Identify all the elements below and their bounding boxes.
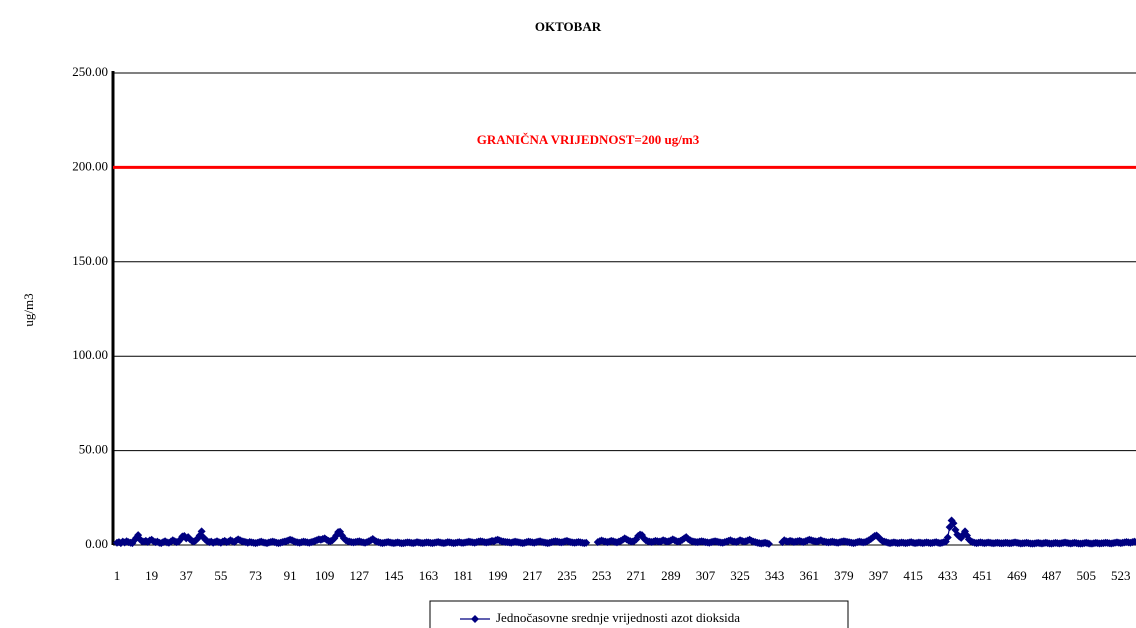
x-tick-label: 217: [523, 568, 543, 583]
point: [949, 519, 958, 528]
point: [1132, 538, 1136, 546]
x-tick-label: 37: [180, 568, 194, 583]
y-tick-label: 200.00: [72, 158, 108, 173]
x-tick-label: 181: [453, 568, 473, 583]
x-tick-label: 91: [284, 568, 297, 583]
x-tick-label: 235: [557, 568, 577, 583]
legend-box: [429, 600, 849, 628]
chart-title: OKTOBAR: [535, 19, 602, 34]
x-tick-label: 343: [765, 568, 785, 583]
point: [764, 539, 773, 548]
y-tick-label: 150.00: [72, 253, 108, 268]
x-tick-label: 379: [834, 568, 854, 583]
x-tick-label: 523: [1111, 568, 1131, 583]
x-tick-label: 415: [903, 568, 923, 583]
legend-marker: [471, 615, 479, 623]
y-tick-label: 250.00: [72, 64, 108, 79]
x-tick-label: 127: [350, 568, 370, 583]
point: [943, 533, 952, 542]
x-tick-label: 271: [626, 568, 646, 583]
x-tick-label: 145: [384, 568, 404, 583]
point: [582, 538, 591, 547]
x-tick-label: 73: [249, 568, 262, 583]
y-tick-label: 50.00: [79, 442, 108, 457]
x-tick-label: 433: [938, 568, 958, 583]
x-tick-label: 1: [114, 568, 121, 583]
y-tick-label: 0.00: [85, 536, 108, 551]
y-tick-label: 100.00: [72, 347, 108, 362]
legend-label: Jednočasovne srednje vrijednosti azot di…: [496, 610, 740, 625]
x-tick-label: 361: [800, 568, 820, 583]
limit-label: GRANIČNA VRIJEDNOST=200 ug/m3: [477, 132, 700, 147]
point: [197, 527, 206, 536]
x-tick-label: 325: [730, 568, 750, 583]
x-tick-label: 253: [592, 568, 612, 583]
x-tick-label: 469: [1007, 568, 1027, 583]
x-tick-label: 289: [661, 568, 681, 583]
x-tick-label: 19: [145, 568, 158, 583]
x-tick-label: 199: [488, 568, 508, 583]
x-tick-label: 307: [696, 568, 716, 583]
x-tick-label: 109: [315, 568, 335, 583]
x-tick-label: 397: [869, 568, 889, 583]
y-axis-label: ug/m3: [21, 293, 36, 326]
x-tick-label: 163: [419, 568, 439, 583]
x-tick-label: 487: [1042, 568, 1062, 583]
x-tick-label: 505: [1076, 568, 1096, 583]
x-tick-label: 55: [214, 568, 227, 583]
x-tick-label: 451: [973, 568, 993, 583]
